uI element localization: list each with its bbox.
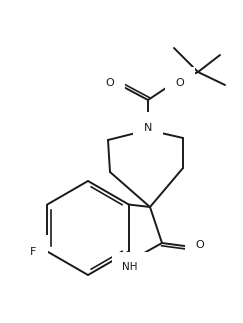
Text: O: O [176,78,184,88]
Text: O: O [196,240,204,250]
Text: NH: NH [122,262,138,272]
Text: O: O [106,78,114,88]
Text: N: N [144,123,152,133]
Text: F: F [30,246,36,256]
